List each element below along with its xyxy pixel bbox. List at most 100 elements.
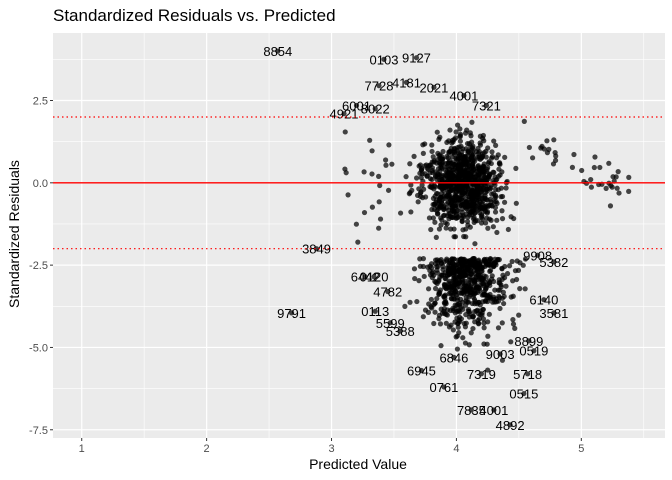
scatter-point	[475, 150, 482, 157]
scatter-point	[507, 263, 513, 269]
scatter-point	[494, 176, 500, 182]
scatter-point	[424, 173, 430, 179]
x-tick-label: 1	[79, 443, 85, 455]
scatter-point	[579, 167, 585, 174]
scatter-point	[361, 169, 367, 175]
scatter-point	[430, 215, 436, 221]
scatter-point	[491, 169, 497, 176]
outlier-point	[385, 288, 391, 295]
scatter-point	[626, 188, 632, 194]
outlier-point	[491, 407, 497, 413]
scatter-point	[455, 301, 461, 308]
scatter-point	[438, 256, 444, 263]
scatter-point	[453, 279, 459, 285]
y-tick-label: 0.0	[33, 178, 48, 190]
outlier-label: 5382	[539, 255, 568, 270]
outlier-point	[387, 320, 393, 326]
outlier-label: 6442	[351, 270, 380, 285]
scatter-point	[485, 225, 491, 231]
scatter-point	[422, 141, 428, 147]
scatter-point	[486, 311, 492, 317]
scatter-point	[469, 145, 475, 151]
scatter-point	[613, 174, 619, 180]
scatter-point	[434, 295, 440, 302]
x-tick-label: 4	[453, 443, 459, 455]
scatter-point	[597, 164, 603, 171]
outlier-label: 5718	[513, 367, 542, 382]
scatter-point	[422, 163, 428, 169]
scatter-point	[482, 298, 489, 304]
scatter-point	[443, 172, 449, 178]
outlier-point	[413, 55, 420, 61]
scatter-point	[500, 272, 506, 278]
y-tick-label: -7.5	[29, 425, 48, 437]
scatter-point	[428, 226, 434, 233]
scatter-point	[436, 291, 442, 297]
scatter-point	[497, 305, 503, 312]
scatter-point	[455, 208, 461, 214]
scatter-point	[415, 199, 421, 205]
outlier-label: 7321	[472, 98, 501, 113]
scatter-point	[397, 210, 404, 216]
scatter-point	[498, 185, 504, 191]
outlier-label: 0113	[361, 304, 389, 319]
outlier-label: 5388	[386, 324, 415, 339]
scatter-point	[376, 225, 382, 231]
scatter-point	[481, 138, 487, 144]
scatter-point	[538, 145, 544, 151]
scatter-point	[355, 239, 361, 245]
scatter-point	[420, 150, 426, 156]
x-axis-title: Predicted Value	[309, 456, 407, 472]
scatter-point	[491, 294, 497, 300]
scatter-point	[377, 216, 384, 222]
scatter-point	[432, 300, 438, 306]
scatter-point	[425, 166, 431, 173]
scatter-point	[591, 164, 597, 171]
scatter-point	[428, 296, 434, 303]
scatter-point	[443, 276, 449, 282]
scatter-point	[421, 273, 427, 280]
scatter-point	[474, 218, 481, 224]
scatter-point	[419, 195, 426, 201]
scatter-point	[361, 209, 368, 216]
scatter-point	[417, 170, 423, 176]
scatter-point	[450, 160, 456, 166]
scatter-point	[461, 156, 467, 162]
scatter-point	[477, 133, 483, 139]
outlier-label: 4001	[449, 89, 478, 104]
scatter-point	[571, 151, 577, 158]
scatter-point	[402, 303, 408, 309]
scatter-point	[430, 154, 436, 160]
scatter-point	[474, 195, 480, 201]
scatter-point	[454, 295, 460, 301]
scatter-point	[493, 142, 499, 149]
scatter-point	[367, 137, 373, 143]
outlier-label: 9908	[523, 248, 552, 263]
scatter-point	[450, 327, 456, 333]
scatter-point	[499, 216, 506, 222]
scatter-point	[495, 152, 501, 158]
outlier-label: 5599	[376, 316, 405, 331]
scatter-point	[484, 292, 491, 298]
outlier-point	[353, 102, 360, 109]
outlier-label: 9791	[277, 306, 306, 321]
scatter-point	[488, 185, 494, 191]
scatter-point	[470, 294, 476, 300]
scatter-point	[467, 262, 473, 268]
outlier-label: 6846	[439, 350, 468, 365]
scatter-point	[436, 136, 442, 142]
scatter-point	[452, 319, 458, 325]
scatter-point	[437, 177, 443, 183]
scatter-point	[437, 321, 444, 327]
scatter-point	[482, 208, 489, 214]
outlier-point	[397, 328, 403, 334]
scatter-point	[479, 292, 485, 298]
scatter-point	[386, 142, 392, 148]
scatter-point	[369, 171, 375, 177]
outlier-point	[483, 102, 489, 109]
scatter-point	[488, 217, 494, 223]
scatter-point	[403, 174, 409, 180]
scatter-point	[432, 309, 438, 315]
scatter-point	[500, 289, 506, 295]
